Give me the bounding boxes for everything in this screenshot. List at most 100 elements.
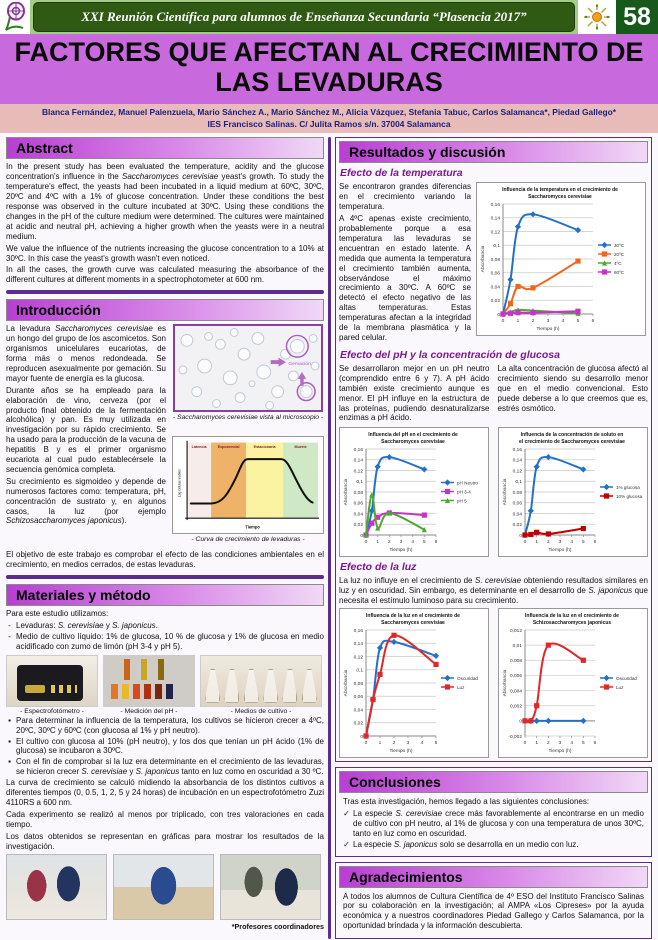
ph-strip [122,683,129,699]
svg-text:0,01: 0,01 [513,643,523,649]
svg-text:1: 1 [535,539,538,545]
svg-text:4: 4 [570,740,573,746]
event-sun-logo [578,0,616,34]
svg-text:0: 0 [497,312,500,318]
square-bullet: ▪ [8,715,11,725]
methods-p3: Los datos obtenidos se representan en gr… [6,831,324,851]
introduction-text: La levadura Saccharomyces cerevisiae es … [6,324,166,548]
flask [243,668,259,703]
device-display [25,684,45,693]
photo-lab-students-2 [113,854,214,921]
event-header: XXI Reunión Científica para alumnos de E… [0,0,658,34]
svg-text:Tiempo (h): Tiempo (h) [548,748,571,754]
temperature-text: Se encontraron grandes diferencias en el… [339,182,471,345]
svg-text:6: 6 [594,740,597,746]
svg-text:3: 3 [407,740,410,746]
svg-text:0,06: 0,06 [491,271,501,277]
svg-text:5: 5 [582,539,585,545]
conclusion-item: ✓ La especie S. japonicus solo se desarro… [343,840,644,850]
right-column: Resultados y discusión Efecto de la temp… [335,137,652,940]
check-icon: ✓ [343,839,350,849]
svg-text:4: 4 [570,539,573,545]
introduction-figures: Gemación - Saccharomyces cerevisiae vist… [172,324,324,548]
svg-text:20ºC: 20ºC [614,252,625,257]
svg-text:5: 5 [582,740,585,746]
svg-text:0,06: 0,06 [354,501,364,507]
svg-text:0,006: 0,006 [510,673,522,679]
svg-text:0,02: 0,02 [513,522,523,528]
svg-text:5: 5 [577,318,580,324]
svg-text:Schizosaccharomyces japonicus: Schizosaccharomyces japonicus [533,620,612,626]
acknowledgements-text: A todos los alumnos de Cultura Científic… [339,891,648,936]
svg-text:2: 2 [393,740,396,746]
abstract-p2: We value the influence of the nutrients … [6,243,324,263]
svg-text:Influencia del pH en el crecim: Influencia del pH en el crecimiento de [368,432,458,438]
coordinators-footnote: *Profesores coordinadores [231,922,324,932]
flask [224,668,240,703]
svg-text:Tiempo (h): Tiempo (h) [536,326,559,332]
abstract-heading: Abstract [6,137,324,160]
svg-text:Tiempo (h): Tiempo (h) [389,547,412,553]
ph-strip [166,683,173,699]
phase-label-exponencial: Exponencial [218,445,240,449]
svg-text:0,02: 0,02 [491,298,501,304]
svg-text:Influencia de la temperatura e: Influencia de la temperatura en el creci… [502,187,618,193]
svg-text:60ºC: 60ºC [614,270,625,275]
svg-text:4: 4 [421,740,424,746]
ph-glucose-charts: 0 0,02 0,04 0,06 0,08 0,1 0,12 0,14 0,16 0 1 2 3 4 5 6 p… [339,427,648,558]
methods-bullet-item: ▪ Con el fin de comprobar si la luz era d… [6,757,324,777]
temperature-p2: A 4ºC apenas existe crecimiento, probabl… [339,214,471,342]
conclusions-text: Tras esta investigación, hemos llegado a… [339,796,648,853]
svg-text:0,02: 0,02 [354,522,364,528]
svg-text:0,14: 0,14 [354,641,364,647]
conclusions-section: Conclusiones Tras esta investigación, he… [335,767,652,857]
methods-photos: - Espectrofotómetro - - Medición del pH … [6,654,324,715]
lab-photos [6,854,324,921]
methods-dash-2: Medio de cultivo líquido: 1% de glucosa,… [16,631,324,651]
chart-glucose: 0 0,02 0,04 0,06 0,08 0,1 0,12 0,14 0,16 0 1 2 3 4 5 6 1… [498,427,648,558]
svg-text:0: 0 [524,740,527,746]
ph-strip [155,683,162,699]
flask [282,668,298,703]
svg-text:0,16: 0,16 [354,628,364,634]
svg-text:1% glucosa: 1% glucosa [616,485,640,490]
svg-text:2: 2 [547,539,550,545]
section-rule [6,575,324,580]
conclusions-intro: Tras esta investigación, hemos llegado a… [343,797,590,807]
methods-dash-item: - Medio de cultivo líquido: 1% de glucosa… [6,632,324,652]
methods-bullet-item: ▪ Para determinar la influencia de la tem… [6,716,324,736]
svg-text:Absorbancia: Absorbancia [343,479,349,506]
dash-bullet: - [8,631,11,641]
svg-text:0,012: 0,012 [510,628,522,634]
svg-text:0,04: 0,04 [354,707,364,713]
flower-icon [5,2,25,31]
growth-ylabel: Log células viables [178,469,182,497]
methods-intro: Para este estudio utilizamos: [6,609,109,619]
abstract-p1: In the present study has been evaluated … [6,162,324,241]
acknowledgements-heading: Agradecimientos [339,865,648,888]
chart-temperature: 0 0,02 0,04 0,06 0,08 0,1 0,12 0,14 0,16 0 1 2 3 4 5 6 3… [476,182,646,337]
ph-figure: - Medición del pH - [103,654,195,715]
svg-text:Tiempo (h): Tiempo (h) [389,748,412,754]
poster-number: 58 [616,0,658,34]
glucose-text: La alta concentración de glucosa afectó … [497,363,649,413]
svg-text:0,1: 0,1 [493,243,500,249]
svg-text:3: 3 [547,318,550,324]
gemacion-arrow-icon [270,357,286,367]
svg-text:Influencia de la luz en el cre: Influencia de la luz en el crecimiento d… [366,613,460,619]
svg-text:0,14: 0,14 [491,216,501,222]
temperature-row: Se encontraron grandes diferencias en el… [339,182,648,345]
conclusion-1: La especie S. cerevisiae crece más favor… [353,808,644,838]
svg-text:el crecimiento de Saccharomyce: el crecimiento de Saccharomyces cerevisi… [519,439,625,445]
svg-text:0,08: 0,08 [354,490,364,496]
svg-text:3: 3 [400,539,403,545]
poster-title: FACTORES QUE AFECTAN AL CRECIMIENTO DE L… [0,34,658,105]
objective-text: El objetivo de este trabajo es comprobar… [6,550,324,570]
svg-text:0: 0 [360,734,363,740]
svg-text:-0,002: -0,002 [508,734,522,740]
results-heading: Resultados y discusión [339,141,648,164]
svg-text:Luz: Luz [616,685,624,690]
svg-text:0: 0 [519,719,522,725]
growth-curve-caption: - Curva de crecimiento de levaduras - [191,536,305,544]
flask [263,668,279,703]
